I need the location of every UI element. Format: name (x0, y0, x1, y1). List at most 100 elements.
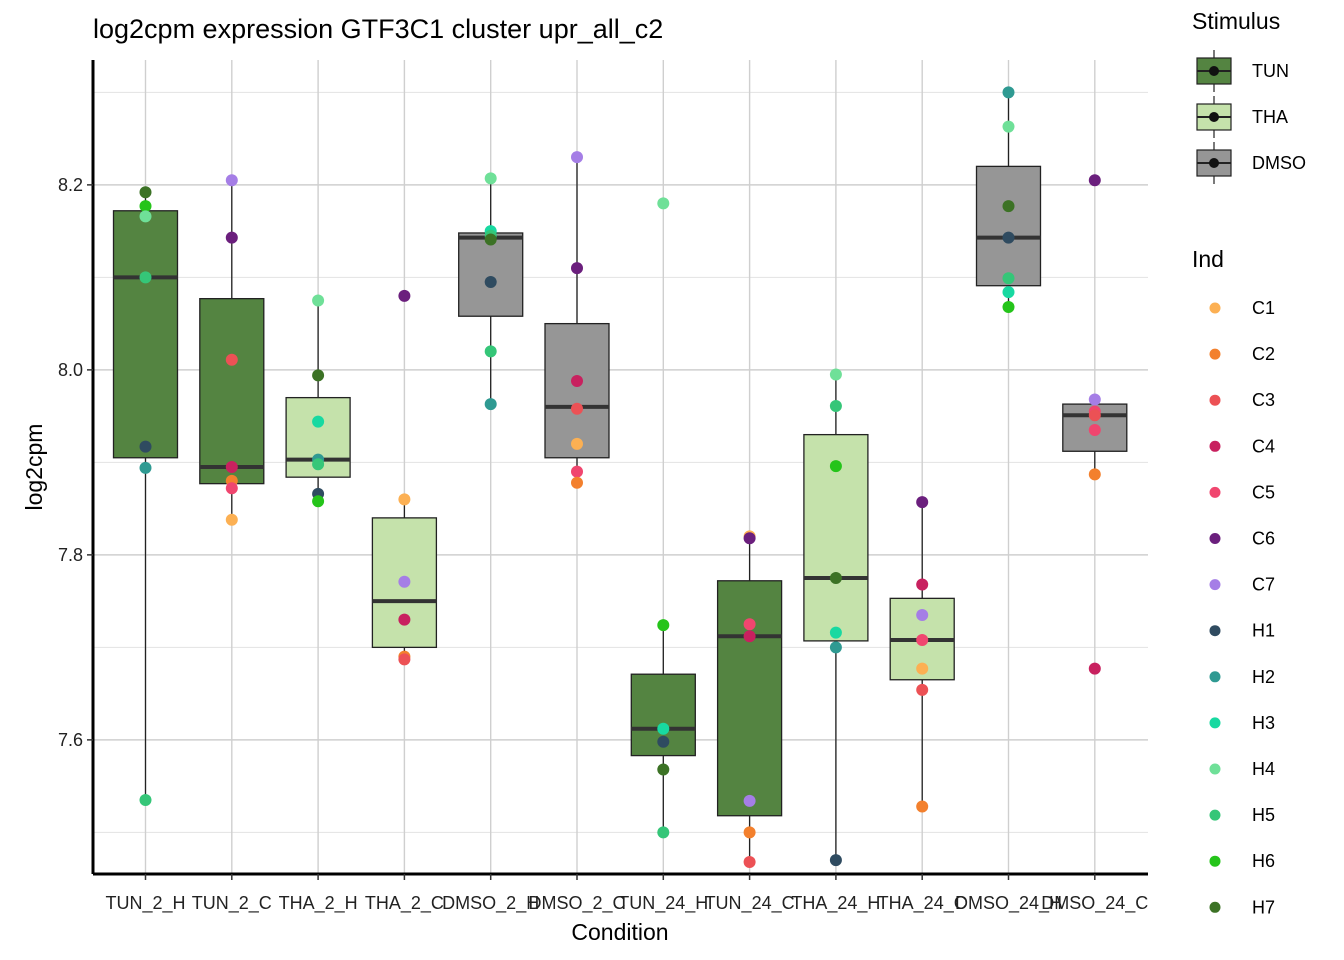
point-DMSO_24_C-C6 (1088, 174, 1101, 187)
point-THA_24_C-C2 (916, 800, 929, 813)
legend-stimulus-label: DMSO (1252, 153, 1306, 173)
legend-stimulus-item: DMSO (1196, 142, 1306, 184)
point-TUN_2_C-C6 (225, 231, 238, 244)
point-THA_24_H-H3 (829, 626, 842, 639)
point-DMSO_2_C-C3 (571, 402, 583, 415)
legend-ind-swatch (1209, 533, 1221, 544)
point-THA_24_C-C6 (916, 496, 929, 509)
x-tick-label: TUN_2_C (192, 893, 272, 914)
point-DMSO_2_C-C2 (571, 476, 583, 489)
box-THA_24_C (889, 502, 955, 807)
legend-ind-label: C5 (1252, 482, 1275, 502)
point-THA_24_C-C7 (916, 609, 929, 621)
x-tick-label: THA_2_C (365, 893, 444, 914)
legend-ind-swatch (1209, 625, 1221, 637)
x-tick-label: THA_2_H (279, 893, 358, 914)
point-TUN_2_H-H4 (139, 210, 152, 223)
point-DMSO_2_H-H5 (484, 345, 497, 358)
point-THA_2_C-C1 (398, 493, 411, 506)
point-DMSO_24_H-H3 (1002, 286, 1015, 299)
box-DMSO_2_H (458, 178, 524, 405)
point-TUN_2_C-C4 (225, 461, 238, 473)
box-TUN_2_H (112, 192, 179, 800)
y-axis-title: log2cpm (21, 424, 47, 511)
y-tick-label: 8.2 (58, 175, 83, 195)
point-THA_2_C-C3 (398, 653, 411, 666)
x-tick-label: TUN_24_H (618, 893, 708, 914)
point-THA_2_C-C7 (398, 575, 411, 588)
point-DMSO_2_C-C5 (571, 465, 583, 478)
point-THA_24_H-H4 (829, 368, 842, 381)
point-TUN_24_H-H4 (657, 197, 670, 210)
legend-ind-swatch (1209, 440, 1221, 452)
point-THA_2_H-H5 (312, 458, 325, 471)
legend-ind-item: C5 (1209, 482, 1275, 502)
boxes (112, 92, 1128, 862)
legend-ind-label: H6 (1252, 851, 1275, 871)
legend-ind-label: H3 (1252, 713, 1275, 733)
legend-ind-swatch (1209, 302, 1221, 314)
point-TUN_2_H-H1 (139, 440, 152, 453)
legend-ind-item: H6 (1209, 851, 1275, 871)
legend-ind-item: H1 (1209, 621, 1275, 641)
point-THA_2_H-H7 (312, 369, 325, 382)
legend-ind-label: H7 (1252, 897, 1275, 917)
point-DMSO_24_H-H6 (1002, 300, 1015, 313)
point-THA_24_H-H6 (829, 460, 842, 473)
box-body (458, 232, 524, 317)
point-THA_2_C-C4 (398, 613, 411, 626)
point-THA_24_C-C1 (916, 662, 929, 675)
point-THA_24_C-C4 (916, 578, 929, 591)
legend-stimulus-label: TUN (1252, 61, 1289, 81)
legend-stimulus-item: TUN (1196, 50, 1289, 92)
legend-ind-swatch (1209, 763, 1221, 775)
point-DMSO_2_H-H4 (484, 172, 497, 185)
legend-ind-item: C7 (1209, 575, 1275, 595)
legend-ind-item: H2 (1209, 667, 1275, 687)
chart-title: log2cpm expression GTF3C1 cluster upr_al… (93, 14, 663, 44)
legend-ind-swatch (1209, 809, 1221, 821)
legend-ind-item: C4 (1209, 436, 1275, 456)
point-DMSO_24_H-H4 (1002, 120, 1015, 133)
point-THA_2_H-H3 (312, 415, 325, 428)
point-DMSO_2_C-C6 (571, 262, 583, 275)
legend-ind: Ind C1 C2 C3 C4 C5 C6 C7 H1 H2 H3 H4 H5 H6 H7 (1192, 246, 1275, 917)
point-TUN_24_C-C6 (743, 532, 756, 545)
point-TUN_2_C-C5 (225, 482, 238, 495)
x-tick-label: THA_24_C (878, 893, 967, 914)
box-THA_24_H (803, 374, 869, 861)
point-TUN_24_H-H3 (657, 722, 670, 735)
legend-ind-label: H5 (1252, 805, 1275, 825)
point-DMSO_2_H-H1 (484, 276, 497, 288)
point-THA_24_H-H7 (829, 572, 842, 584)
point-THA_24_H-H1 (829, 854, 842, 867)
point-TUN_24_C-C5 (743, 618, 756, 631)
x-tick-label: THA_24_H (791, 893, 880, 914)
legend-stimulus-item: THA (1196, 96, 1288, 138)
data-points (139, 86, 1101, 868)
point-DMSO_2_C-C1 (571, 437, 583, 450)
y-tick-label: 7.8 (58, 545, 83, 565)
legend-ind-item: H4 (1209, 759, 1275, 779)
point-TUN_2_C-C1 (225, 513, 238, 526)
box-TUN_24_C (716, 536, 783, 862)
legend-ind-swatch (1209, 717, 1221, 729)
point-DMSO_24_C-C2 (1088, 468, 1101, 481)
box-THA_2_H (285, 300, 351, 502)
point-DMSO_2_H-H7 (484, 233, 497, 246)
legend-ind-label: C3 (1252, 390, 1275, 410)
x-tick-label: DMSO_2_C (528, 893, 625, 914)
x-tick-label: DMSO_24_H (955, 893, 1062, 914)
legend-ind-swatch (1209, 394, 1221, 406)
x-tick-label: TUN_2_H (105, 893, 185, 914)
legend-ind-label: C7 (1252, 575, 1275, 595)
legend-ind-label: C4 (1252, 436, 1275, 456)
legend-ind-label: H4 (1252, 759, 1275, 779)
point-THA_2_H-H6 (312, 495, 325, 508)
point-THA_24_C-C5 (916, 633, 929, 646)
legend-ind-title: Ind (1192, 246, 1224, 272)
x-axis-ticks: TUN_2_H TUN_2_C THA_2_H THA_2_CDMSO_2_HDMSO… (105, 874, 1148, 914)
legend-key-point (1209, 66, 1219, 76)
point-TUN_24_H-H6 (657, 619, 670, 632)
